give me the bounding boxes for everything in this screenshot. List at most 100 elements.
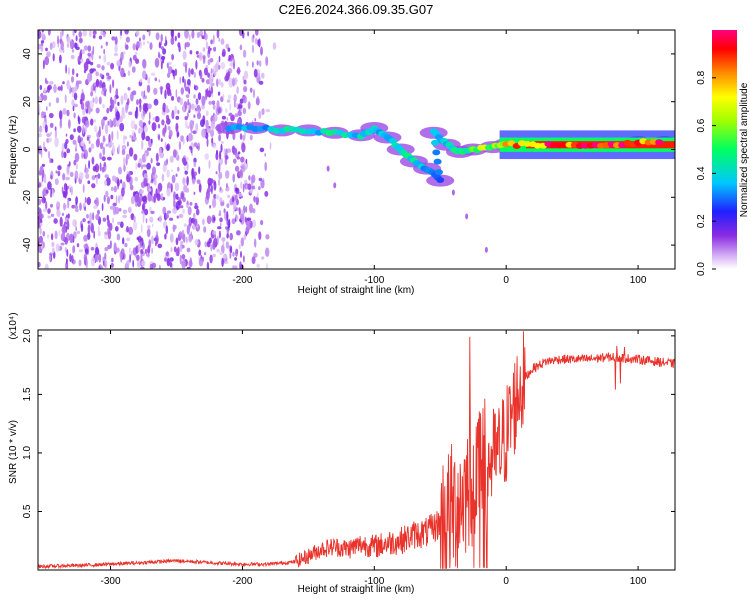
noise-blob [138,98,142,105]
noise-blob [179,76,181,85]
noise-blob [161,173,165,182]
noise-blob [257,96,259,100]
noise-blob [187,125,190,129]
noise-blob [96,131,99,138]
noise-blob [193,157,197,164]
noise-blob [221,237,226,242]
noise-blob [38,261,41,268]
noise-blob [62,173,66,181]
noise-blob [55,97,60,104]
noise-blob [129,253,131,263]
noise-blob [94,96,99,105]
noise-blob [50,213,55,217]
noise-blob [240,250,242,259]
noise-blob [157,194,160,200]
noise-blob [235,103,239,108]
noise-blob [148,239,152,249]
noise-blob [193,114,196,118]
noise-blob [259,147,265,153]
noise-blob [179,254,182,265]
noise-blob [90,108,93,112]
noise-blob [204,153,209,160]
noise-blob [151,223,154,228]
noise-blob [175,89,178,98]
noise-blob [209,58,214,63]
noise-blob [252,61,254,68]
noise-blob [129,134,132,138]
x-tick-label: -100 [364,275,384,286]
noise-blob [193,191,196,195]
noise-blob [219,217,223,223]
noise-blob [206,41,209,50]
noise-blob [170,183,173,193]
noise-blob [199,71,203,80]
noise-blob [175,237,179,246]
noise-blob [137,243,141,252]
noise-blob [86,197,92,206]
noise-blob [211,198,217,209]
noise-blob [106,61,111,66]
noise-blob [256,192,259,198]
noise-blob [152,166,156,176]
noise-blob [73,112,76,119]
noise-blob [47,208,51,214]
noise-blob [92,30,97,35]
noise-blob [78,249,84,253]
noise-blob [41,243,43,249]
noise-blob [182,50,187,60]
noise-blob [87,224,91,235]
noise-blob [251,219,257,228]
noise-blob [221,115,226,120]
noise-blob [112,202,117,207]
stray-blob [326,165,330,172]
noise-blob [143,125,148,133]
noise-blob [207,72,211,78]
noise-blob [69,134,74,141]
noise-blob [77,135,81,144]
noise-blob [153,98,159,106]
noise-blob [229,251,232,259]
noise-blob [95,71,99,77]
noise-blob [158,42,162,49]
noise-blob [88,140,91,145]
noise-blob [160,33,163,43]
colorbar-tick-label: 0.4 [696,166,707,180]
noise-blob [103,54,107,63]
noise-blob [114,96,117,105]
spectrogram-y-label: Frequency (Hz) [8,116,19,185]
noise-blob [65,261,69,269]
noise-blob [222,94,225,99]
noise-blob [121,149,126,156]
noise-blob [242,95,247,104]
noise-blob [102,217,107,222]
noise-blob [203,252,207,256]
noise-blob [189,202,193,206]
noise-blob [47,30,51,36]
noise-blob [168,129,173,138]
noise-blob [246,217,252,221]
noise-blob [170,96,175,101]
noise-blob [109,118,112,128]
noise-blob [202,58,206,64]
noise-blob [177,246,180,257]
noise-blob [84,206,86,212]
spectrogram-plot-area [38,30,675,269]
noise-blob [100,30,104,36]
noise-blob [50,233,54,241]
noise-blob [75,143,78,150]
noise-blob [76,230,81,235]
ridge-point [431,139,439,146]
noise-blob [172,207,178,215]
noise-blob [89,220,92,227]
y-tick-label: 1.0 [22,446,33,460]
noise-blob [265,56,269,66]
noise-blob [49,81,54,85]
noise-blob [57,35,59,45]
noise-blob [131,90,137,96]
noise-blob [146,228,151,238]
noise-blob [40,40,45,44]
noise-blob [208,100,212,105]
noise-blob [157,123,161,129]
noise-blob [155,152,159,162]
noise-blob [212,34,215,45]
